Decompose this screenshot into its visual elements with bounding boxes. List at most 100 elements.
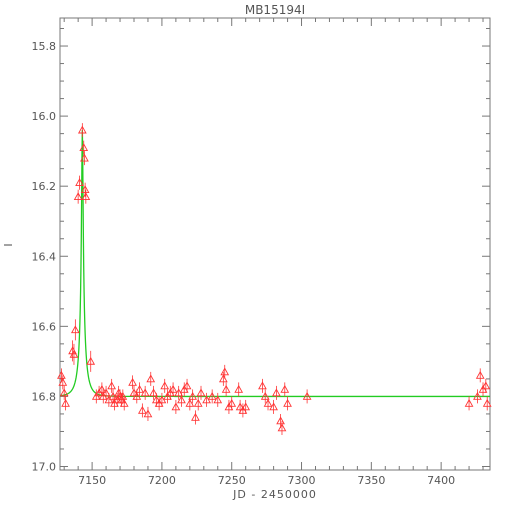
triangle-marker: [80, 153, 89, 162]
triangle-marker: [280, 384, 290, 393]
data-points: [57, 123, 492, 435]
data-point: [171, 399, 181, 414]
triangle-marker: [260, 391, 270, 400]
data-point: [149, 385, 158, 400]
triangle-marker: [86, 356, 96, 365]
triangle-marker: [149, 388, 158, 397]
data-point: [138, 403, 147, 418]
y-tick-label: 16.8: [32, 390, 57, 403]
triangle-marker: [107, 381, 117, 390]
data-point: [272, 385, 281, 400]
data-point: [81, 189, 91, 204]
y-tick-label: 16.6: [32, 320, 57, 333]
triangle-marker: [160, 381, 170, 390]
triangle-marker: [188, 391, 197, 400]
triangle-marker: [276, 416, 285, 425]
x-tick-label: 7200: [148, 474, 176, 487]
y-tick-label: 16.4: [32, 250, 57, 263]
triangle-marker: [213, 395, 223, 404]
triangle-marker: [138, 405, 147, 414]
triangle-marker: [177, 395, 186, 404]
data-point: [482, 396, 492, 411]
data-point: [135, 382, 144, 397]
triangle-marker: [220, 367, 230, 376]
triangle-marker: [59, 388, 69, 397]
data-point: [258, 378, 267, 393]
triangle-marker: [193, 398, 203, 407]
data-point: [69, 343, 79, 365]
data-point: [107, 378, 117, 393]
data-point: [213, 392, 223, 407]
triangle-marker: [97, 384, 107, 393]
triangle-marker: [151, 395, 161, 404]
data-point: [191, 410, 200, 425]
data-point: [280, 382, 290, 397]
data-point: [475, 368, 485, 383]
triangle-marker: [146, 374, 156, 383]
data-point: [260, 389, 270, 404]
data-point: [277, 420, 287, 435]
data-point: [464, 396, 474, 411]
data-point: [188, 389, 197, 404]
triangle-marker: [168, 384, 178, 393]
data-point: [193, 396, 203, 411]
data-point: [220, 364, 230, 379]
data-point: [119, 396, 129, 411]
triangle-marker: [218, 374, 228, 383]
triangle-marker: [481, 381, 491, 390]
triangle-marker: [101, 388, 111, 397]
data-point: [481, 378, 491, 393]
triangle-marker: [79, 143, 89, 151]
data-point: [73, 189, 83, 204]
data-point: [57, 368, 66, 383]
triangle-marker: [241, 402, 251, 411]
triangle-marker: [57, 370, 66, 379]
triangle-marker: [140, 388, 150, 397]
data-point: [218, 371, 228, 386]
model-curve: [59, 129, 490, 398]
triangle-marker: [482, 398, 492, 407]
triangle-marker: [80, 185, 90, 194]
triangle-marker: [70, 325, 80, 334]
data-point: [128, 375, 137, 390]
data-point: [86, 350, 96, 372]
data-point: [58, 375, 68, 390]
triangle-marker: [69, 349, 79, 358]
triangle-marker: [61, 398, 70, 407]
y-tick-label: 15.8: [32, 40, 57, 53]
triangle-marker: [227, 398, 237, 407]
triangle-marker: [221, 384, 231, 393]
data-point: [59, 385, 69, 400]
data-point: [168, 382, 178, 397]
triangle-marker: [81, 192, 91, 201]
triangle-marker: [302, 391, 312, 400]
y-tick-label: 16.0: [32, 110, 57, 123]
data-point: [177, 392, 186, 407]
x-tick-label: 7300: [288, 474, 316, 487]
y-tick-label: 16.2: [32, 180, 57, 193]
y-tick-label: 17.0: [32, 460, 57, 473]
triangle-marker: [473, 391, 482, 400]
triangle-marker: [207, 391, 217, 400]
triangle-marker: [235, 402, 245, 411]
triangle-marker: [119, 398, 129, 407]
data-point: [227, 396, 237, 411]
x-tick-label: 7400: [427, 474, 455, 487]
triangle-marker: [258, 381, 267, 390]
triangle-marker: [269, 402, 278, 411]
triangle-marker: [132, 391, 142, 400]
triangle-marker: [263, 398, 273, 407]
x-tick-label: 7150: [78, 474, 106, 487]
triangle-marker: [171, 402, 181, 411]
plot-frame: [59, 17, 491, 471]
data-point: [234, 382, 244, 397]
data-point: [160, 378, 170, 393]
y-axis-label: I: [2, 243, 15, 246]
x-axis-label: JD - 2450000: [232, 488, 317, 501]
chart-title: MB15194I: [245, 3, 305, 17]
triangle-marker: [234, 384, 244, 393]
data-point: [263, 396, 273, 411]
data-point: [269, 399, 278, 414]
triangle-marker: [277, 423, 287, 432]
